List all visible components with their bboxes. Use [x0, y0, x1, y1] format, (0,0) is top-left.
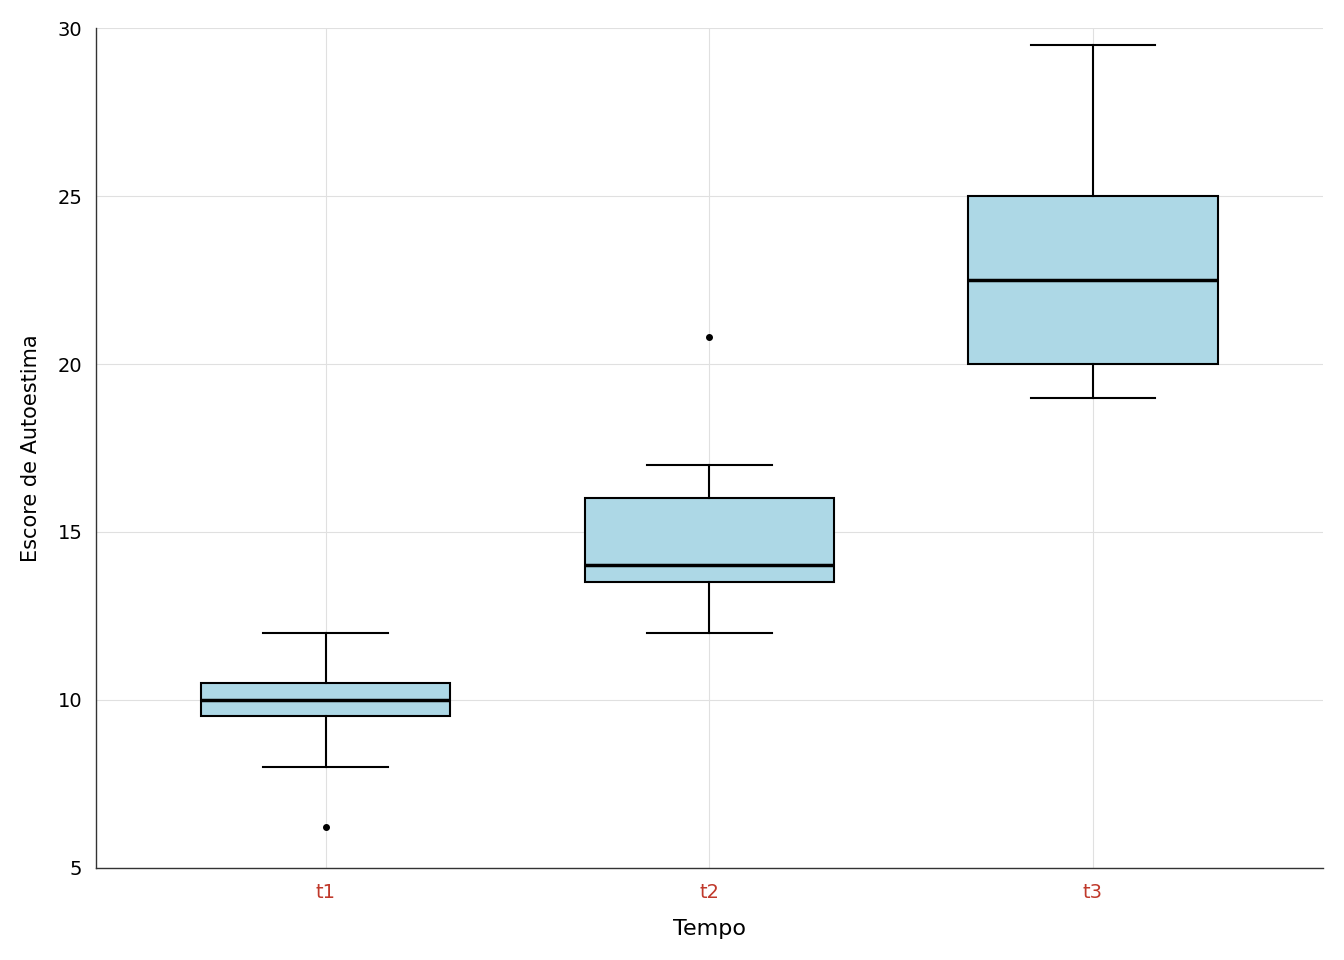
PathPatch shape — [585, 498, 835, 582]
PathPatch shape — [202, 683, 450, 716]
PathPatch shape — [968, 196, 1218, 364]
X-axis label: Tempo: Tempo — [673, 919, 746, 939]
Y-axis label: Escore de Autoestima: Escore de Autoestima — [22, 334, 40, 562]
